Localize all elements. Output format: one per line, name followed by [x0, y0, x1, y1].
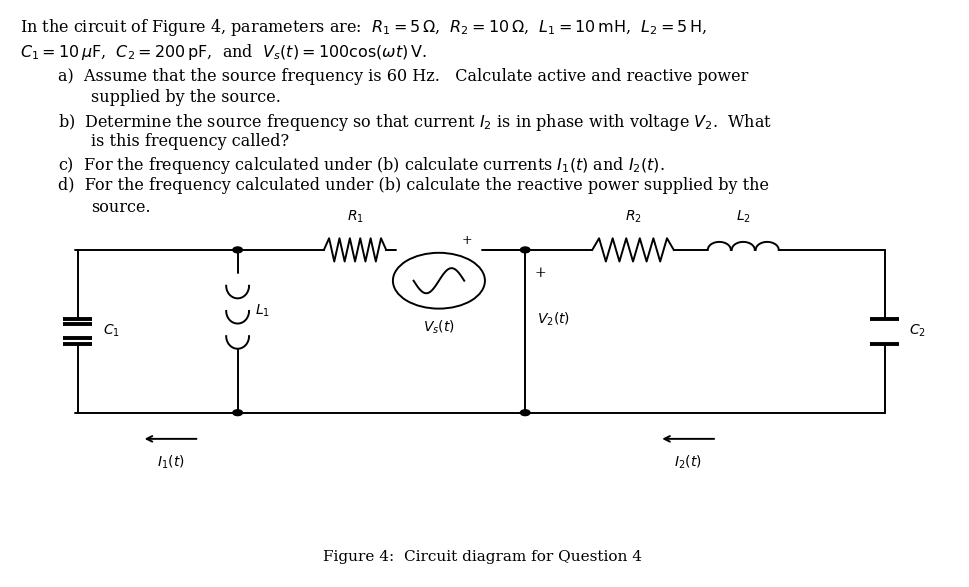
Text: b)  Determine the source frequency so that current $I_2$ is in phase with voltag: b) Determine the source frequency so tha… [58, 112, 771, 133]
Text: d)  For the frequency calculated under (b) calculate the reactive power supplied: d) For the frequency calculated under (b… [58, 177, 768, 194]
Circle shape [519, 247, 529, 253]
Text: is this frequency called?: is this frequency called? [91, 133, 289, 150]
Text: $C_2$: $C_2$ [908, 323, 924, 339]
Circle shape [519, 410, 529, 416]
Text: supplied by the source.: supplied by the source. [91, 89, 281, 106]
Text: Figure 4:  Circuit diagram for Question 4: Figure 4: Circuit diagram for Question 4 [323, 550, 641, 564]
Text: +: + [534, 266, 546, 280]
Text: source.: source. [91, 199, 150, 216]
Text: $C_1$: $C_1$ [104, 323, 120, 339]
Circle shape [233, 410, 242, 416]
Text: $I_2(t)$: $I_2(t)$ [673, 453, 702, 471]
Text: $L_2$: $L_2$ [735, 209, 750, 225]
Text: $I_1(t)$: $I_1(t)$ [157, 453, 184, 471]
Text: $C_1 = 10\,\mu\mathrm{F}$,  $C_2 = 200\,\mathrm{pF}$,  and  $V_s(t) = 100\cos(\o: $C_1 = 10\,\mu\mathrm{F}$, $C_2 = 200\,\… [20, 42, 426, 62]
Text: $L_1$: $L_1$ [255, 303, 269, 319]
Text: $V_2(t)$: $V_2(t)$ [536, 311, 569, 328]
Text: $V_s(t)$: $V_s(t)$ [422, 319, 454, 336]
Text: $R_1$: $R_1$ [346, 209, 363, 225]
Circle shape [233, 247, 242, 253]
Text: In the circuit of Figure 4, parameters are:  $R_1 = 5\,\Omega$,  $R_2 = 10\,\Ome: In the circuit of Figure 4, parameters a… [20, 17, 706, 38]
Text: +: + [460, 234, 471, 247]
Text: a)  Assume that the source frequency is 60 Hz.   Calculate active and reactive p: a) Assume that the source frequency is 6… [58, 68, 748, 85]
Text: $R_2$: $R_2$ [624, 209, 641, 225]
Text: c)  For the frequency calculated under (b) calculate currents $I_1(t)$ and $I_2(: c) For the frequency calculated under (b… [58, 155, 665, 176]
